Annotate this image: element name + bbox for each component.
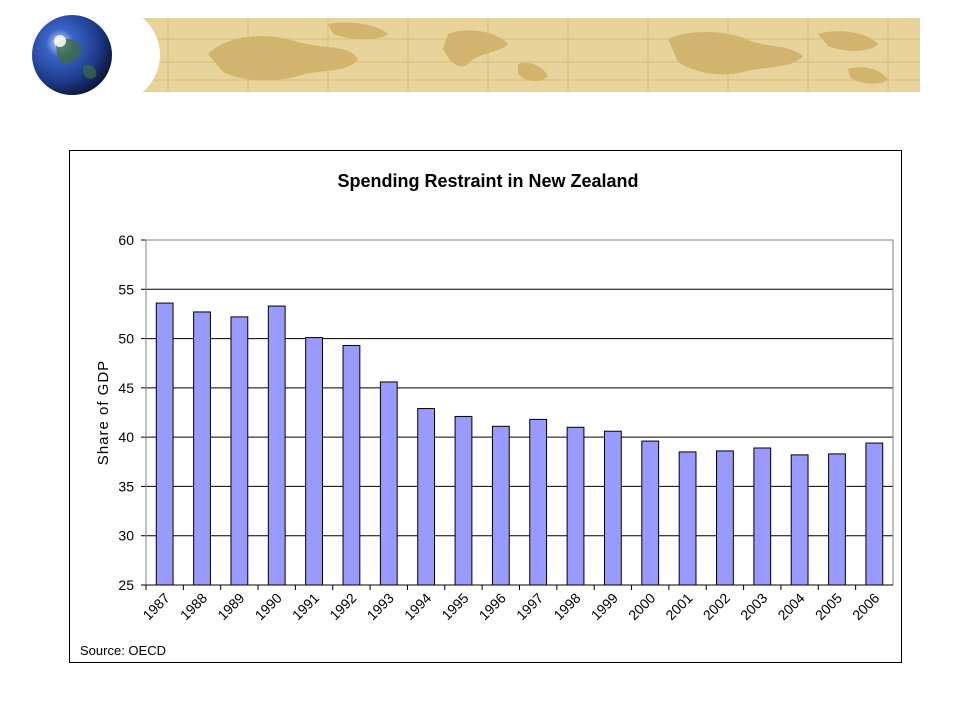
x-tick-label: 2006 bbox=[849, 590, 882, 623]
gridlines bbox=[141, 239, 893, 586]
bar-1994 bbox=[417, 408, 436, 586]
bar-1998 bbox=[566, 426, 585, 586]
bar-2000 bbox=[641, 440, 660, 586]
x-tick-label: 1999 bbox=[588, 590, 621, 623]
y-axis-label: Share of GDP bbox=[95, 360, 112, 465]
bar-2003 bbox=[753, 447, 772, 586]
bar-1993 bbox=[379, 381, 398, 586]
x-tick-label: 1992 bbox=[326, 590, 359, 623]
bars bbox=[145, 302, 893, 590]
bar-2005 bbox=[828, 453, 846, 586]
y-tick-label: 55 bbox=[118, 281, 134, 297]
x-tick-label: 2005 bbox=[812, 590, 845, 623]
x-tick-label: 2000 bbox=[625, 590, 658, 623]
bar-1990 bbox=[267, 305, 286, 586]
y-tick-label: 30 bbox=[118, 528, 134, 544]
bar-1988 bbox=[193, 311, 211, 586]
y-tick-label: 50 bbox=[118, 331, 134, 347]
x-tick-label: 1997 bbox=[513, 590, 546, 623]
x-tick-label: 1989 bbox=[214, 590, 247, 623]
y-tick-label: 60 bbox=[118, 232, 134, 248]
bar-2004 bbox=[790, 454, 809, 586]
y-tick-label: 25 bbox=[118, 577, 134, 593]
plot-area bbox=[145, 239, 894, 586]
source-note: Source: OECD bbox=[80, 643, 166, 658]
x-tick-label: 1993 bbox=[364, 590, 397, 623]
y-tick-label: 40 bbox=[118, 429, 134, 445]
x-tick-label: 2004 bbox=[774, 590, 807, 623]
bar-1989 bbox=[230, 316, 249, 586]
bar-1992 bbox=[342, 344, 361, 586]
bar-1991 bbox=[305, 337, 323, 586]
x-tick-label: 1995 bbox=[438, 590, 471, 623]
world-map-strip bbox=[88, 18, 920, 92]
x-tick-label: 1994 bbox=[401, 590, 434, 623]
y-tick-label: 35 bbox=[118, 478, 134, 494]
y-tick-label: 45 bbox=[118, 380, 134, 396]
x-tick-label: 1998 bbox=[550, 590, 583, 623]
x-tick-label: 1991 bbox=[289, 590, 322, 623]
y-tick-labels: 25 30 35 40 45 50 55 60 bbox=[118, 232, 134, 593]
header-banner bbox=[32, 14, 920, 96]
bar-2002 bbox=[716, 450, 734, 586]
chart-title: Spending Restraint in New Zealand bbox=[337, 171, 638, 191]
x-tick-label: 2002 bbox=[700, 590, 733, 623]
x-tick-label: 1990 bbox=[252, 590, 285, 623]
bar-2006 bbox=[865, 442, 884, 586]
globe-icon bbox=[32, 14, 160, 96]
bar-chart: Spending Restraint in New Zealand 25 30 35… bbox=[80, 171, 894, 658]
bar-2001 bbox=[678, 451, 697, 586]
x-tick-label: 1987 bbox=[139, 590, 172, 623]
x-tick-labels: 1987 1988 1989 1990 1991 1992 1993 1994 1995 1996… bbox=[139, 590, 882, 623]
x-tick-label: 2001 bbox=[662, 590, 695, 623]
x-tick-label: 2003 bbox=[737, 590, 770, 623]
x-tick-label: 1988 bbox=[177, 590, 210, 623]
bar-1999 bbox=[603, 430, 622, 586]
bar-1995 bbox=[454, 415, 473, 586]
bar-1996 bbox=[491, 425, 510, 586]
x-tick-label: 1996 bbox=[476, 590, 509, 623]
bar-1997 bbox=[529, 418, 548, 586]
bar-1987 bbox=[155, 302, 174, 586]
chart-frame: Spending Restraint in New Zealand 25 30 35… bbox=[69, 150, 902, 663]
